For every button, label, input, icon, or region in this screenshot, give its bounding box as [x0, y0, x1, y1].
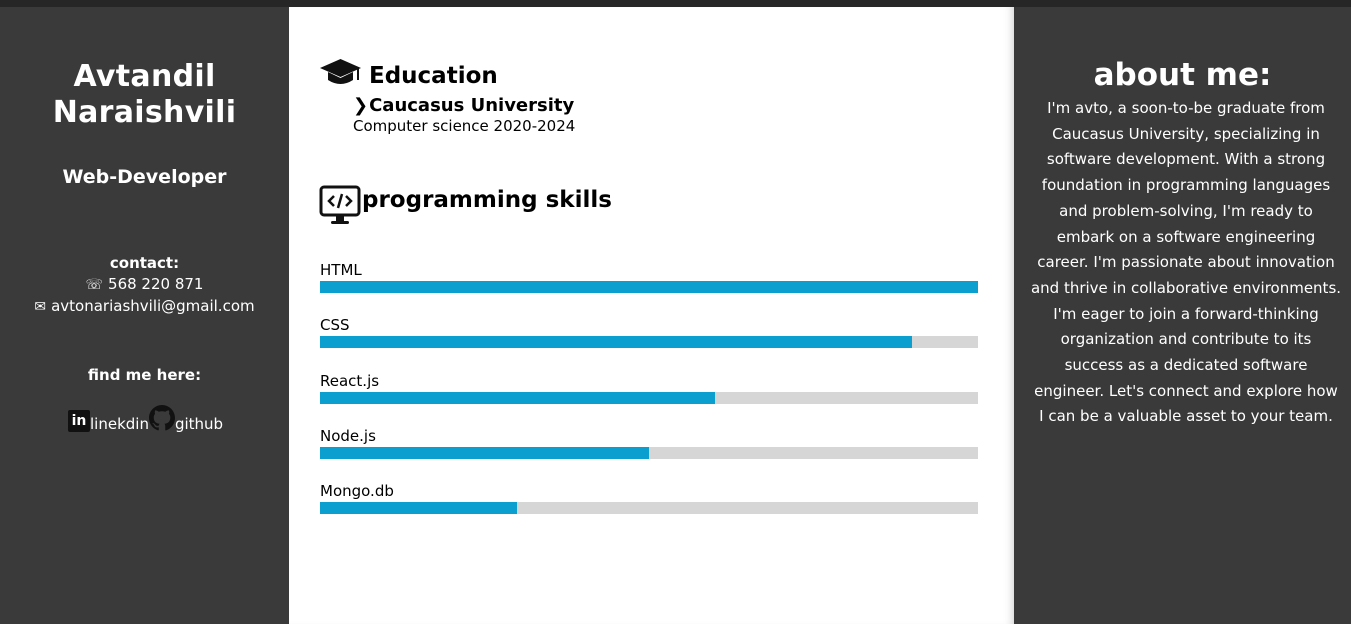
skill-bar-track [320, 392, 978, 404]
about-text: I'm avto, a soon-to-be graduate from Cau… [1030, 99, 1342, 426]
skill-bar-fill [320, 281, 978, 293]
skill-bar-track [320, 447, 978, 459]
profile-name: Avtandil Naraishvili [52, 59, 237, 130]
chevron-right-icon: ❯ [353, 95, 369, 116]
skill-label: React.js [320, 372, 380, 390]
main-content: Education ❯Caucasus University Computer … [289, 7, 1014, 624]
skill-css: CSS [320, 316, 978, 348]
university-name: ❯Caucasus University [353, 95, 574, 116]
about-title: about me: [1093, 57, 1272, 93]
skill-bar-track [320, 336, 978, 348]
skills-title: programming skills [362, 187, 612, 213]
code-monitor-icon [319, 185, 361, 224]
skill-nodejs: Node.js [320, 427, 978, 459]
skill-label: HTML [320, 261, 362, 279]
skill-label: Mongo.db [320, 482, 394, 500]
contact-phone: ☏ 568 220 871 [0, 275, 289, 293]
github-icon [148, 405, 175, 431]
find-me-heading: find me here: [87, 366, 202, 384]
profile-role: Web-Developer [62, 166, 227, 188]
contact-heading: contact: [109, 254, 180, 272]
degree-info: Computer science 2020-2024 [353, 117, 576, 135]
social-links: in linekdin github [68, 403, 223, 433]
graduation-cap-icon [320, 59, 361, 84]
mail-icon: ✉ [34, 299, 47, 315]
skill-bar-track [320, 502, 978, 514]
email-address: avtonariashvili@gmail.com [51, 297, 255, 315]
education-title: Education [369, 63, 498, 89]
skill-bar-fill [320, 336, 913, 348]
skill-bar-fill [320, 502, 518, 514]
skill-reactjs: React.js [320, 372, 978, 404]
phone-number: 568 220 871 [108, 275, 204, 293]
linkedin-icon: in [68, 410, 90, 432]
contact-email: ✉ avtonariashvili@gmail.com [0, 297, 289, 315]
skill-bar-fill [320, 447, 649, 459]
skill-bar-track [320, 281, 978, 293]
skill-label: Node.js [320, 427, 376, 445]
linkedin-link[interactable]: in linekdin [68, 410, 149, 433]
skill-label: CSS [320, 316, 350, 334]
university-label: Caucasus University [369, 95, 575, 116]
skill-html: HTML [320, 261, 978, 293]
left-sidebar: Avtandil Naraishvili Web-Developer conta… [0, 7, 289, 624]
right-sidebar: about me: I'm avto, a soon-to-be graduat… [1014, 7, 1351, 624]
github-link[interactable]: github [148, 404, 224, 433]
github-label: github [174, 415, 224, 433]
linkedin-label: linekdin [90, 415, 149, 433]
phone-icon: ☏ [85, 277, 104, 293]
skill-bar-fill [320, 392, 715, 404]
skill-mongodb: Mongo.db [320, 482, 978, 514]
